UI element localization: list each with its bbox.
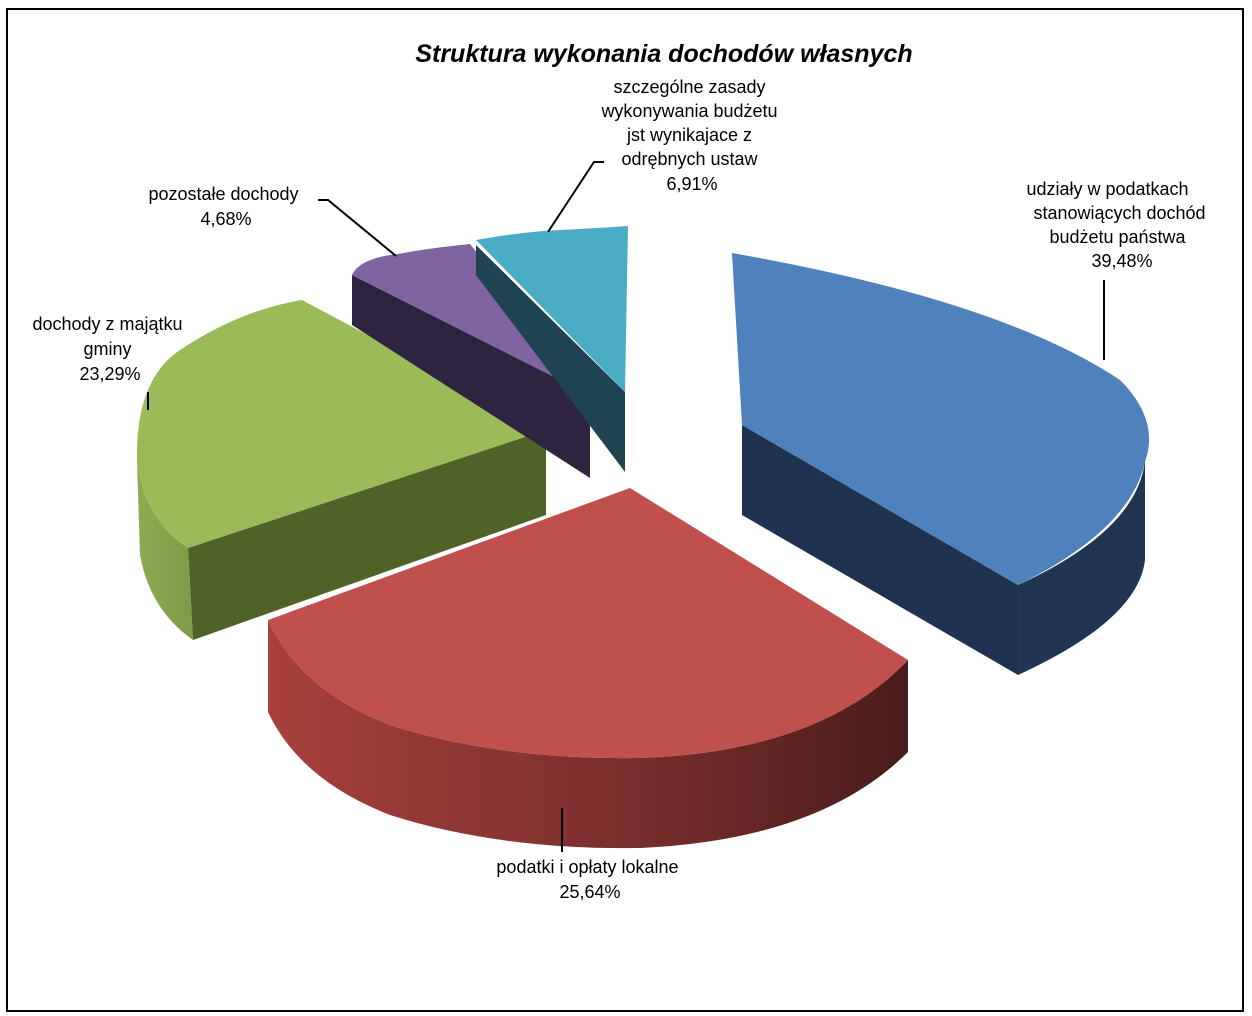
slice-udzialy-top <box>732 253 1150 585</box>
slice-majatku <box>136 300 546 640</box>
label-podatki-line-1: podatki i opłaty lokalne <box>496 857 678 877</box>
label-szczegolne-line-2: wykonywania budżetu <box>600 101 777 121</box>
slice-majatku-side-inner <box>188 430 546 640</box>
slice-podatki-top <box>268 488 908 759</box>
slice-szczegolne-top <box>476 226 628 392</box>
slice-szczegolne-side <box>476 245 625 472</box>
label-udzialy: udziały w podatkach stanowiących dochód … <box>1026 179 1210 271</box>
slice-pozostale-top <box>352 244 590 395</box>
label-majatku-percent: 23,29% <box>79 364 140 384</box>
slice-udzialy <box>732 253 1150 675</box>
slice-podatki-side-outer <box>268 620 908 849</box>
slice-szczegolne <box>476 226 628 472</box>
label-pozostale-percent: 4,68% <box>200 209 251 229</box>
slice-majatku-side-outer <box>137 462 193 640</box>
label-udzialy-percent: 39,48% <box>1091 251 1152 271</box>
label-szczegolne: szczególne zasady wykonywania budżetu js… <box>600 77 782 194</box>
label-pozostale-line-1: pozostałe dochody <box>148 184 298 204</box>
label-szczegolne-line-4: odrębnych ustaw <box>621 149 758 169</box>
label-udzialy-line-1: udziały w podatkach <box>1026 179 1188 199</box>
label-szczegolne-line-3: jst wynikajace z <box>626 125 752 145</box>
chart-title: Struktura wykonania dochodów własnych <box>415 40 912 68</box>
slice-udzialy-side-outer <box>1018 460 1145 675</box>
label-udzialy-line-3: budżetu państwa <box>1049 227 1186 247</box>
slice-majatku-top <box>136 300 546 548</box>
label-podatki-percent: 25,64% <box>559 882 620 902</box>
label-udzialy-line-2: stanowiących dochód <box>1033 203 1205 223</box>
label-szczegolne-line-1: szczególne zasady <box>613 77 765 97</box>
slice-udzialy-side-inner <box>742 425 1018 675</box>
slice-podatki <box>268 488 908 849</box>
label-majatku-line-1: dochody z majątku <box>32 314 182 334</box>
label-podatki: podatki i opłaty lokalne 25,64% <box>496 857 683 902</box>
label-szczegolne-percent: 6,91% <box>666 174 717 194</box>
slice-pozostale <box>352 244 590 478</box>
leader-line-pozostale <box>318 199 397 257</box>
leader-line-szczegolne <box>547 161 604 233</box>
slice-pozostale-side <box>352 275 590 478</box>
label-majatku: dochody z majątku gminy 23,29% <box>32 314 187 384</box>
label-pozostale: pozostałe dochody 4,68% <box>148 184 303 229</box>
label-majatku-line-2: gminy <box>83 339 131 359</box>
